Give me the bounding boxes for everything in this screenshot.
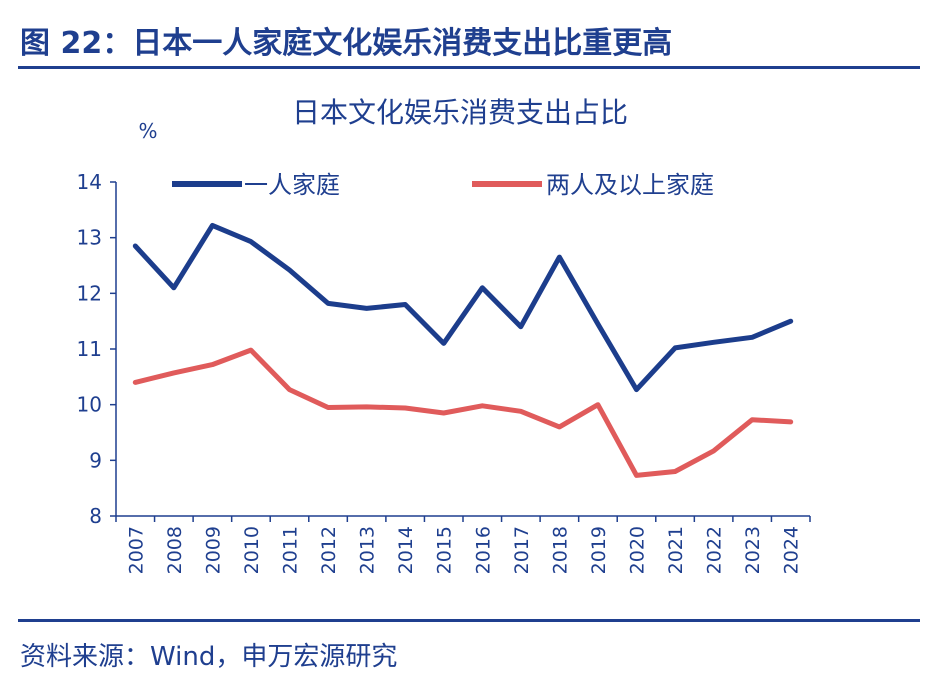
series-lines bbox=[132, 222, 794, 478]
x-tick-label: 2023 bbox=[742, 526, 764, 574]
x-tick-label: 2018 bbox=[549, 526, 571, 574]
x-tick-label: 2013 bbox=[357, 526, 379, 574]
source-divider bbox=[18, 619, 920, 622]
y-tick-label: 9 bbox=[89, 448, 102, 472]
source-note: 资料来源：Wind，申万宏源研究 bbox=[20, 642, 398, 672]
x-tick-label: 2022 bbox=[704, 526, 726, 574]
x-tick-label: 2016 bbox=[472, 526, 494, 574]
x-tick-label: 2019 bbox=[588, 526, 610, 574]
x-tick-label: 2009 bbox=[202, 526, 224, 574]
y-tick-label: 12 bbox=[77, 281, 102, 305]
y-tick-label: 14 bbox=[77, 170, 102, 194]
y-tick-label: 8 bbox=[89, 504, 102, 528]
x-tick-label: 2017 bbox=[511, 526, 533, 574]
x-tick-label: 2012 bbox=[318, 526, 340, 574]
legend-label-one-person: 一人家庭 bbox=[244, 171, 340, 199]
x-tick-label: 2015 bbox=[434, 526, 456, 574]
series-line-one-person bbox=[132, 222, 794, 393]
x-tick-label: 2007 bbox=[125, 526, 147, 574]
y-tick-label: 10 bbox=[77, 393, 102, 417]
x-tick-label: 2020 bbox=[627, 526, 649, 574]
y-tick-label: 13 bbox=[77, 226, 102, 250]
chart-title: 日本文化娱乐消费支出占比 bbox=[292, 96, 628, 129]
series-line-multi-person bbox=[132, 347, 794, 478]
y-tick-label: 11 bbox=[77, 337, 102, 361]
x-tick-label: 2010 bbox=[241, 526, 263, 574]
x-tick-label: 2014 bbox=[395, 526, 417, 574]
axes: 8 9 10 11 12 13 14 2007 2008 2009 2010 2011 2012 2013… bbox=[77, 170, 811, 574]
x-tick-label: 2011 bbox=[280, 526, 302, 574]
title-divider bbox=[18, 66, 920, 69]
x-tick-label: 2021 bbox=[665, 526, 687, 574]
x-tick-label: 2008 bbox=[164, 526, 186, 574]
figure-title: 图 22：日本一人家庭文化娱乐消费支出比重更高 bbox=[20, 26, 673, 61]
y-axis-unit: % bbox=[138, 119, 157, 143]
legend: 一人家庭 两人及以上家庭 bbox=[172, 171, 714, 199]
legend-label-multi-person: 两人及以上家庭 bbox=[546, 171, 714, 199]
x-tick-label: 2024 bbox=[781, 526, 803, 574]
